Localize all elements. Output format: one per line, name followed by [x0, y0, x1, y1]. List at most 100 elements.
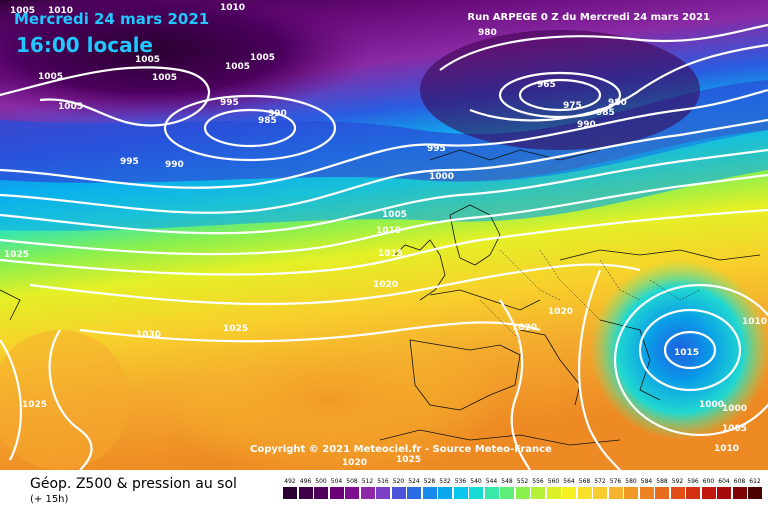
legend-value: 608 [733, 478, 746, 485]
legend-swatch [345, 487, 359, 499]
coastlines [0, 149, 761, 446]
legend-swatch [360, 487, 375, 499]
isobar-label: 1010 [48, 6, 74, 16]
map-title: Géop. Z500 & pression au sol [30, 476, 237, 492]
legend-value: 504 [330, 478, 343, 485]
legend-value: 560 [547, 478, 560, 485]
legend-swatch [686, 487, 700, 499]
forecast-offset: (+ 15h) [30, 494, 69, 505]
legend-value: 496 [299, 478, 312, 485]
legend-swatch [484, 487, 499, 499]
legend-swatch [438, 487, 452, 499]
legend-swatch [655, 487, 669, 499]
legend-swatch [732, 487, 747, 499]
isobar-label: 1005 [250, 53, 276, 63]
legend-swatch [593, 487, 607, 499]
isobar-label: 1015 [378, 249, 404, 259]
legend-value: 564 [563, 478, 575, 485]
isobars [0, 23, 768, 470]
isobar-label: 1025 [4, 250, 30, 260]
isobar-label: 990 [577, 120, 596, 130]
low-pressure-east [590, 260, 768, 440]
isobar-label: 1000 [722, 404, 748, 414]
isobar-label: 1005 [38, 72, 64, 82]
isobar-label: 1005 [135, 55, 161, 65]
legend-value: 532 [439, 478, 451, 485]
legend-swatch [376, 487, 390, 499]
legend-value: 492 [284, 478, 296, 485]
legend-value: 528 [423, 478, 436, 485]
low-pressure-north [0, 0, 370, 120]
legend-value: 512 [361, 478, 374, 485]
legend-swatch [670, 487, 685, 499]
isobar-label: 995 [220, 98, 239, 108]
legend-swatch [546, 487, 561, 499]
legend-value: 500 [315, 478, 327, 485]
isobar-label: 1030 [136, 330, 162, 340]
isobar-label: 1005 [58, 102, 84, 112]
isobar-label: 1005 [225, 62, 251, 72]
legend-value: 508 [346, 478, 358, 485]
legend-swatch [500, 487, 514, 499]
isobar-label: 1025 [223, 324, 249, 334]
legend-swatch [531, 487, 545, 499]
legend-swatch [717, 487, 731, 499]
legend-value: 520 [392, 478, 405, 485]
legend-swatch [453, 487, 468, 499]
legend-value: 548 [501, 478, 513, 485]
isobar-label: 1005 [382, 210, 408, 220]
legend-value: 588 [656, 478, 668, 485]
isobar-label: 1010 [742, 317, 768, 327]
isobar-label: 985 [258, 116, 277, 126]
legend-swatch [608, 487, 623, 499]
isobar-label: 1010 [220, 3, 246, 13]
legend-swatch [624, 487, 638, 499]
legend-swatch [577, 487, 592, 499]
isobar-label: 1010 [714, 444, 740, 454]
legend-value: 600 [702, 478, 715, 485]
isobar-label: 985 [596, 108, 615, 118]
isobar-label: 1020 [548, 307, 574, 317]
forecast-time: 16:00 locale [16, 33, 153, 57]
isobar-label: 990 [268, 109, 287, 119]
isobar-label: 980 [608, 98, 627, 108]
legend-value: 536 [454, 478, 467, 485]
legend-swatch [562, 487, 576, 499]
legend-swatch [298, 487, 313, 499]
legend-value: 544 [485, 478, 498, 485]
isobar-label: 1020 [373, 280, 399, 290]
isobar-label: 1005 [152, 73, 178, 83]
legend-swatch [701, 487, 716, 499]
legend-swatch [329, 487, 344, 499]
country-borders [479, 249, 701, 341]
high-pressure-southwest [160, 320, 500, 470]
legend-value: 592 [671, 478, 684, 485]
isobar-label: 1020 [512, 323, 538, 333]
isobar-label: 1000 [429, 172, 455, 182]
isobar-label: 1010 [376, 226, 402, 236]
isobar-label: 995 [427, 144, 446, 154]
isobar-label: 980 [478, 28, 497, 38]
copyright-notice: Copyright © 2021 Meteociel.fr - Source M… [250, 444, 552, 455]
isobar-label: 1000 [699, 400, 725, 410]
legend-swatch [407, 487, 421, 499]
weather-map: Mercredi 24 mars 2021 16:00 locale Run A… [0, 0, 768, 470]
legend-swatch [314, 487, 328, 499]
isobar-label: 1025 [396, 455, 422, 465]
legend-value: 568 [578, 478, 591, 485]
legend-value: 572 [594, 478, 606, 485]
isobar-label: 1015 [674, 348, 700, 358]
isobar-label: 1005 [10, 6, 36, 16]
legend-swatch [515, 487, 530, 499]
legend-value: 556 [532, 478, 544, 485]
isobar-label: 965 [537, 80, 556, 90]
forecast-date: Mercredi 24 mars 2021 [14, 10, 210, 28]
legend-value: 584 [640, 478, 653, 485]
legend-value: 524 [408, 478, 420, 485]
legend-value: 552 [516, 478, 529, 485]
isobar-label: 990 [165, 160, 184, 170]
legend-swatch [283, 487, 297, 499]
legend-value: 576 [609, 478, 622, 485]
map-canvas [0, 0, 768, 470]
isobar-label: 995 [120, 157, 139, 167]
